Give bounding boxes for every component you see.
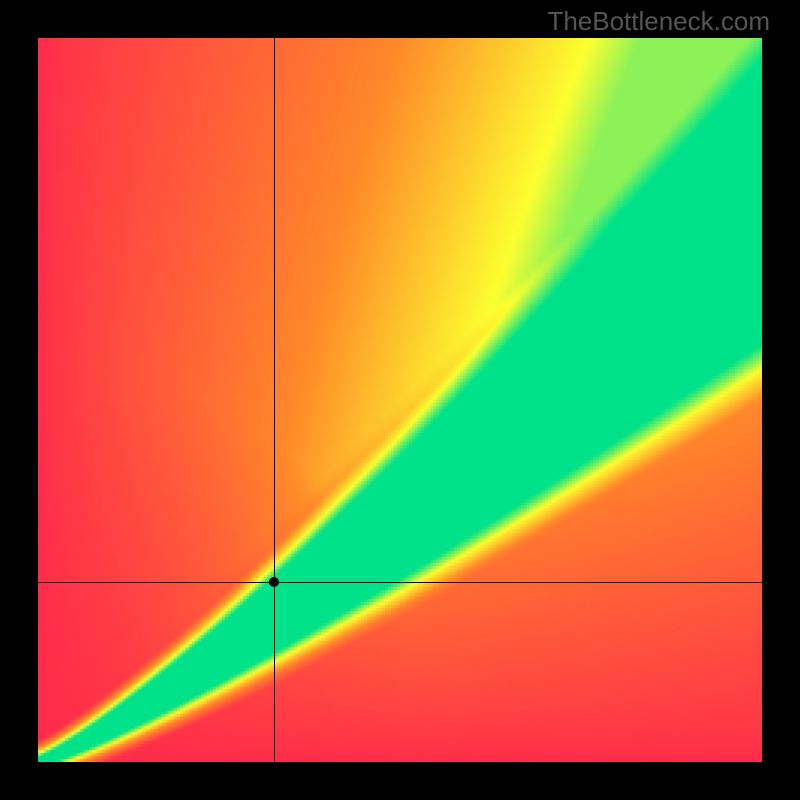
plot-area (38, 38, 762, 762)
crosshair-horizontal (38, 582, 762, 583)
crosshair-vertical (274, 38, 275, 762)
watermark-text: TheBottleneck.com (547, 6, 770, 37)
heatmap-canvas (38, 38, 762, 762)
crosshair-marker (269, 577, 279, 587)
chart-outer (0, 0, 800, 800)
